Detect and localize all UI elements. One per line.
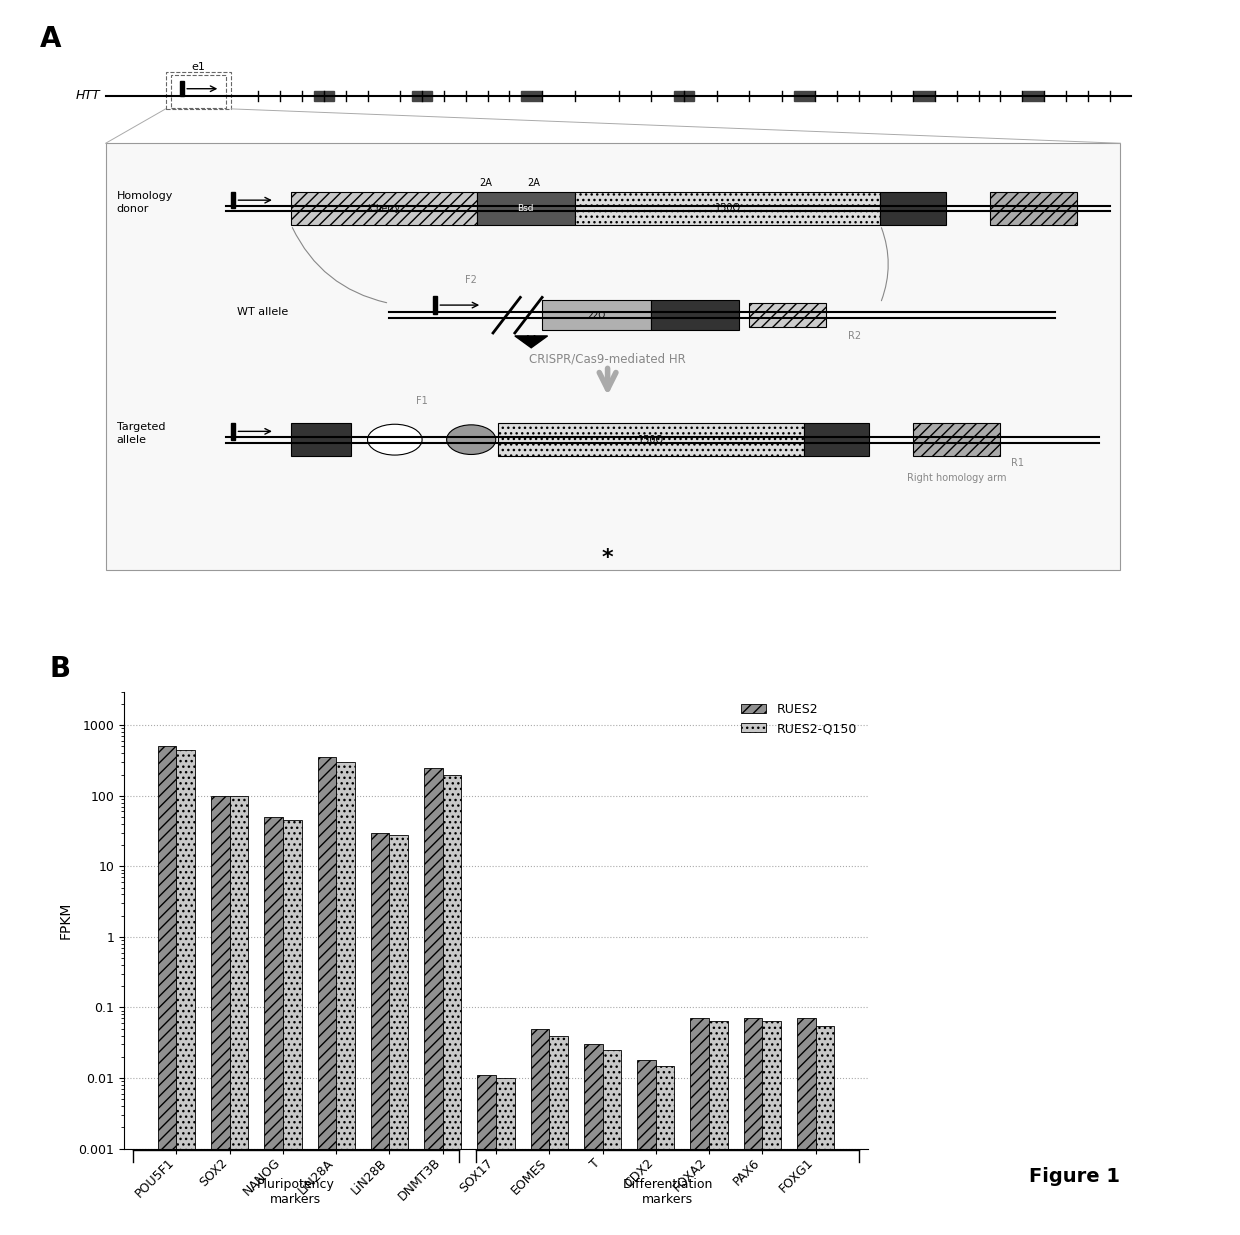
- Text: 2A: 2A: [527, 178, 539, 188]
- Text: A: A: [40, 25, 62, 53]
- Bar: [314, 90, 334, 101]
- Bar: [157, 746, 176, 1235]
- Bar: [176, 750, 195, 1235]
- Text: Right homology arm: Right homology arm: [906, 473, 1007, 483]
- Bar: [691, 1019, 709, 1235]
- Bar: [291, 424, 351, 456]
- Text: 2A: 2A: [479, 178, 492, 188]
- Bar: [371, 832, 389, 1235]
- Text: Figure 1: Figure 1: [1029, 1167, 1120, 1186]
- Bar: [603, 1050, 621, 1235]
- Ellipse shape: [367, 425, 422, 454]
- Bar: [336, 762, 355, 1235]
- Bar: [749, 304, 826, 327]
- Text: R2: R2: [848, 331, 861, 341]
- Bar: [542, 300, 651, 330]
- Text: Bsd: Bsd: [517, 204, 534, 212]
- Bar: [804, 424, 869, 456]
- Bar: [880, 191, 946, 225]
- Text: Pluripotency
markers: Pluripotency markers: [257, 1178, 335, 1207]
- Bar: [816, 1026, 835, 1235]
- Bar: [531, 1029, 549, 1235]
- Bar: [477, 1076, 496, 1235]
- Bar: [656, 1066, 675, 1235]
- Bar: [231, 424, 234, 440]
- Bar: [433, 296, 436, 314]
- Bar: [180, 82, 184, 96]
- Bar: [264, 818, 283, 1235]
- Bar: [443, 774, 461, 1235]
- Bar: [166, 72, 231, 109]
- Bar: [317, 757, 336, 1235]
- Bar: [763, 1020, 781, 1235]
- Bar: [575, 191, 880, 225]
- Bar: [496, 1078, 515, 1235]
- Bar: [794, 90, 813, 101]
- Bar: [412, 90, 432, 101]
- Text: Differentiation
markers: Differentiation markers: [622, 1178, 713, 1207]
- Polygon shape: [515, 336, 548, 348]
- Bar: [424, 768, 443, 1235]
- Text: 150Q: 150Q: [714, 204, 740, 214]
- Bar: [637, 1060, 656, 1235]
- Text: e1: e1: [191, 62, 206, 72]
- Bar: [913, 424, 1001, 456]
- Text: HTT: HTT: [76, 89, 100, 103]
- Text: F1: F1: [417, 396, 428, 406]
- Bar: [211, 795, 229, 1235]
- Bar: [105, 143, 1121, 571]
- Text: WT allele: WT allele: [237, 308, 288, 317]
- Bar: [291, 191, 476, 225]
- Bar: [651, 300, 739, 330]
- Bar: [171, 75, 226, 107]
- Text: 150Q: 150Q: [639, 435, 665, 445]
- Bar: [1023, 90, 1043, 101]
- Bar: [549, 1035, 568, 1235]
- Bar: [229, 795, 248, 1235]
- Bar: [914, 90, 934, 101]
- Bar: [231, 191, 234, 209]
- Text: 22Q: 22Q: [588, 311, 606, 320]
- Bar: [990, 191, 1076, 225]
- Bar: [389, 835, 408, 1235]
- Text: Targeted
allele: Targeted allele: [117, 422, 165, 446]
- Bar: [709, 1020, 728, 1235]
- Bar: [283, 820, 301, 1235]
- Ellipse shape: [446, 425, 496, 454]
- Bar: [476, 191, 575, 225]
- Bar: [521, 90, 541, 101]
- Y-axis label: FPKM: FPKM: [58, 902, 73, 939]
- Bar: [797, 1019, 816, 1235]
- Bar: [498, 424, 804, 456]
- Bar: [675, 90, 694, 101]
- Text: B: B: [50, 655, 71, 683]
- Text: CRISPR/Cas9-mediated HR: CRISPR/Cas9-mediated HR: [529, 353, 686, 366]
- Text: R1: R1: [1012, 458, 1024, 468]
- Text: *: *: [601, 548, 614, 568]
- Bar: [584, 1045, 603, 1235]
- Legend: RUES2, RUES2-Q150: RUES2, RUES2-Q150: [737, 698, 862, 740]
- Text: Homology
donor: Homology donor: [117, 191, 172, 214]
- Text: F2: F2: [465, 274, 477, 284]
- Bar: [744, 1019, 763, 1235]
- Text: iCherry: iCherry: [367, 204, 401, 212]
